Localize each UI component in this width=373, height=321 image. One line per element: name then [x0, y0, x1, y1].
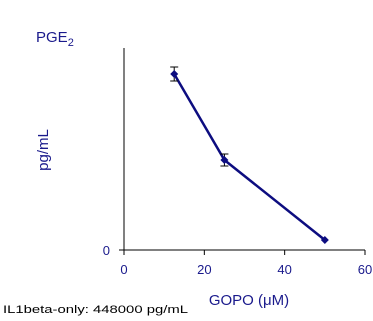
x-axis-label: GOPO (μM) — [209, 292, 289, 309]
x-axis-label-main: GOPO ( — [209, 292, 263, 309]
chart-title-subscript: 2 — [68, 37, 74, 49]
series-line — [174, 74, 325, 240]
y-tick-label: 0 — [103, 243, 110, 258]
x-axis-label-close: ) — [284, 292, 289, 309]
y-axis-label: pg/mL — [35, 129, 52, 171]
axis-ticks: 0 20 40 60 0 — [103, 243, 372, 277]
footnote: IL1beta-only: 448000 pg/mL — [3, 304, 188, 316]
x-tick-label: 0 — [120, 262, 127, 277]
chart-title: PGE2 — [36, 29, 74, 49]
x-tick-label: 20 — [197, 262, 211, 277]
x-tick-label: 40 — [277, 262, 291, 277]
x-tick-label: 60 — [358, 262, 372, 277]
series-group — [170, 67, 329, 244]
x-axis-label-unit: μM — [263, 292, 284, 309]
chart-title-main: PGE — [36, 29, 68, 46]
